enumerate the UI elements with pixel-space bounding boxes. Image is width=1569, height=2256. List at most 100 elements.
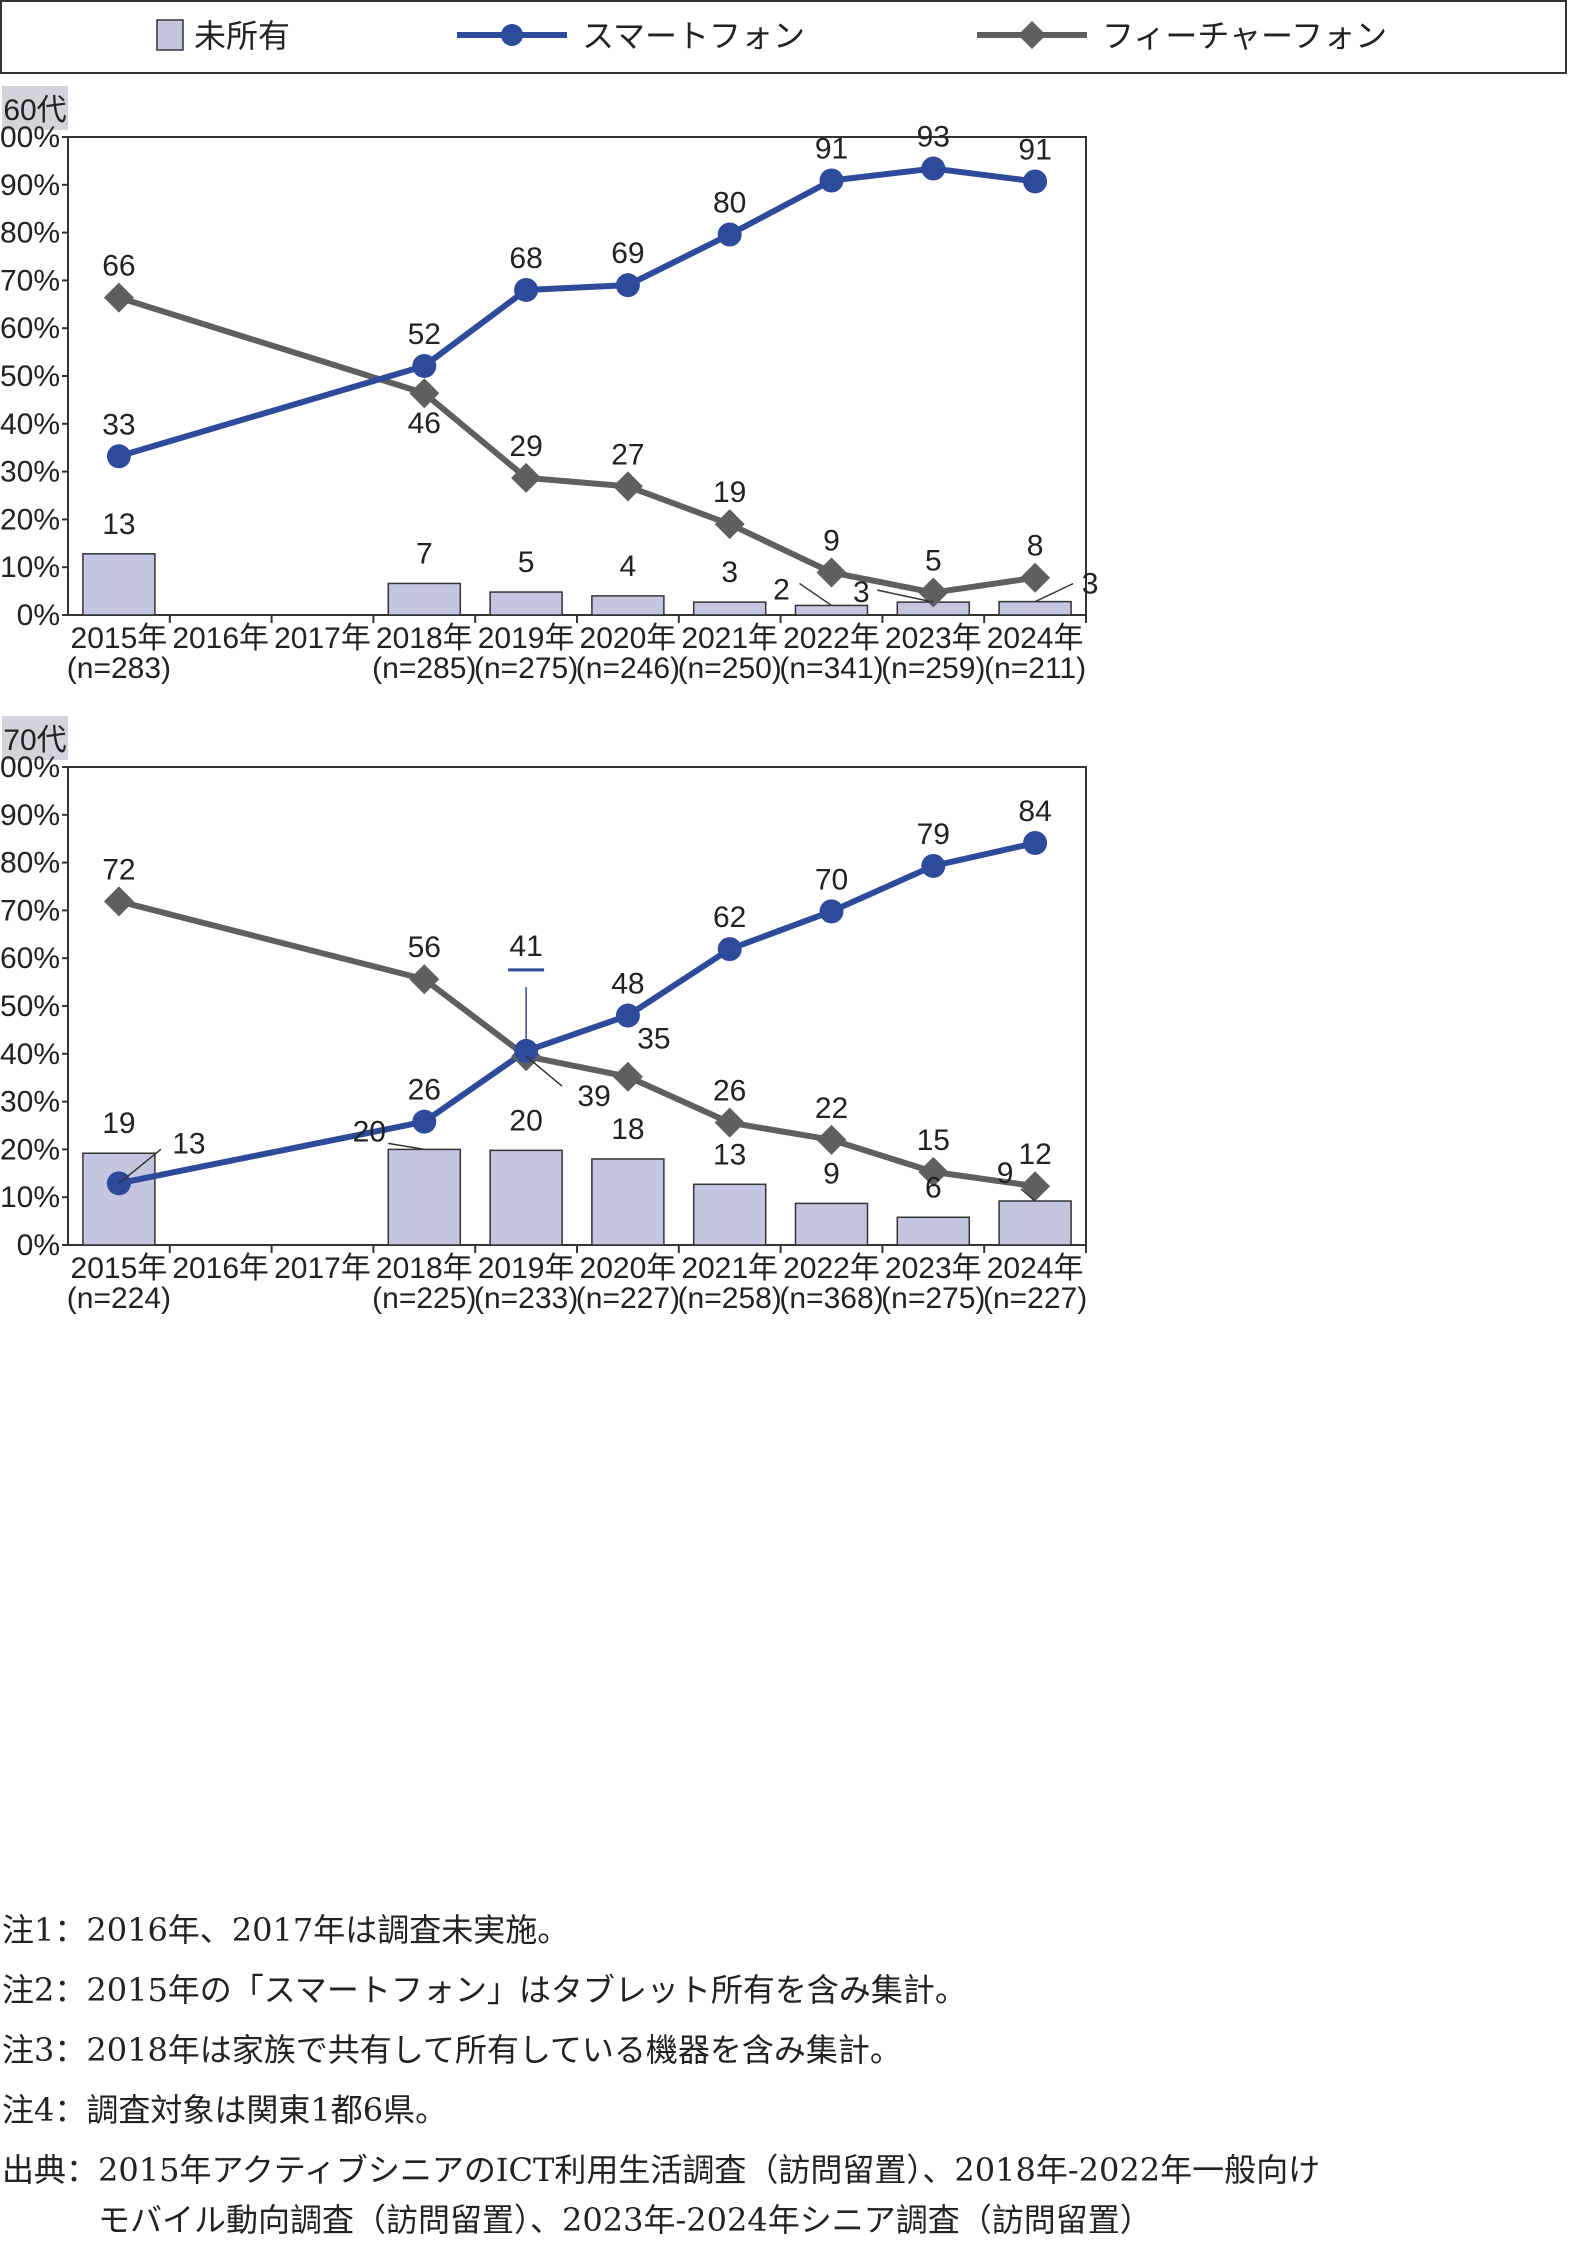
smartphone-value-label: 69 bbox=[611, 237, 644, 270]
bar-nonowner bbox=[998, 600, 1072, 616]
bar-value-label: 3 bbox=[1082, 568, 1099, 601]
featurephone-point bbox=[103, 282, 134, 313]
featurephone-point bbox=[409, 964, 440, 995]
bar-value-label: 7 bbox=[416, 537, 433, 570]
x-tick-label: 2023年 bbox=[885, 622, 982, 655]
smartphone-point bbox=[717, 937, 742, 962]
bar-value-label: 9 bbox=[997, 1157, 1014, 1190]
featurephone-value-label: 19 bbox=[713, 476, 746, 509]
legend-label-featurephone: フィーチャーフォン bbox=[1102, 18, 1387, 54]
smartphone-point bbox=[1023, 169, 1048, 194]
featurephone-value-label: 66 bbox=[102, 250, 135, 283]
x-tick-label: 2024年 bbox=[987, 1252, 1084, 1285]
featurephone-value-label: 26 bbox=[713, 1075, 746, 1108]
x-tick-label: 2020年 bbox=[580, 1252, 677, 1285]
y-tick-label: 20% bbox=[0, 1133, 60, 1166]
smartphone-value-label: 62 bbox=[713, 901, 746, 934]
label-leader-line bbox=[1020, 1188, 1036, 1202]
featurephone-point bbox=[816, 557, 847, 588]
bar-value-label: 4 bbox=[620, 550, 637, 583]
bar-value-label: 6 bbox=[925, 1171, 942, 1204]
x-tick-label: 2016年 bbox=[172, 622, 269, 655]
y-tick-label: 10% bbox=[0, 1181, 60, 1214]
label-leader-line bbox=[118, 1148, 162, 1184]
label-leader-line bbox=[799, 582, 832, 607]
featurephone-value-label: 27 bbox=[611, 438, 644, 471]
featurephone-point bbox=[612, 1061, 643, 1092]
x-sample-size-label: (n=283) bbox=[67, 652, 171, 685]
smartphone-value-label: 91 bbox=[815, 132, 848, 165]
panel-title: 70代 bbox=[3, 724, 66, 757]
y-tick-label: 10% bbox=[0, 551, 60, 584]
legend-label-nonowner: 未所有 bbox=[194, 18, 290, 54]
bar-value-label: 19 bbox=[102, 1107, 135, 1140]
smartphone-point bbox=[1023, 831, 1048, 856]
x-tick-label: 2018年 bbox=[376, 622, 473, 655]
panel-title-tab bbox=[2, 716, 68, 760]
bar-nonowner bbox=[82, 1152, 156, 1246]
featurephone-value-label: 72 bbox=[102, 853, 135, 886]
featurephone-point bbox=[612, 471, 643, 502]
featurephone-value-label: 29 bbox=[509, 430, 542, 463]
panel-title-tab bbox=[2, 86, 68, 130]
label-leader-line bbox=[877, 589, 934, 603]
featurephone-value-label: 46 bbox=[408, 407, 441, 440]
y-tick-label: 40% bbox=[0, 408, 60, 441]
y-tick-label: 0% bbox=[17, 1229, 60, 1262]
featurephone-value-label: 8 bbox=[1027, 530, 1044, 563]
featurephone-value-label: 39 bbox=[577, 1080, 610, 1113]
bar-nonowner bbox=[591, 595, 665, 616]
source-line-1: 出典：2015年アクティブシニアのICT利用生活調査（訪問留置）、2018年-2… bbox=[2, 2151, 1321, 2189]
smartphone-value-label: 48 bbox=[611, 968, 644, 1001]
x-sample-size-label: (n=250) bbox=[678, 652, 782, 685]
smartphone-value-label: 79 bbox=[917, 818, 950, 851]
bar-value-label: 13 bbox=[102, 508, 135, 541]
smartphone-point bbox=[412, 353, 437, 378]
x-sample-size-label: (n=227) bbox=[983, 1282, 1087, 1315]
smartphone-point bbox=[921, 853, 946, 878]
bar-nonowner bbox=[692, 601, 767, 616]
smartphone-value-label: 26 bbox=[408, 1074, 441, 1107]
smartphone-value-label: 33 bbox=[102, 408, 135, 441]
featurephone-value-label: 15 bbox=[917, 1124, 950, 1157]
bar-value-label: 13 bbox=[713, 1138, 746, 1171]
label-leader-line bbox=[525, 1055, 563, 1087]
smartphone-point bbox=[615, 273, 640, 298]
smartphone-point bbox=[819, 168, 844, 193]
y-tick-label: 100% bbox=[0, 751, 60, 784]
x-tick-label: 2017年 bbox=[274, 1252, 371, 1285]
label-leader-line bbox=[388, 1142, 425, 1151]
bar-value-label: 5 bbox=[518, 546, 535, 579]
x-tick-label: 2015年 bbox=[71, 1252, 168, 1285]
legend-frame bbox=[0, 0, 1567, 74]
smartphone-point bbox=[717, 222, 742, 247]
x-sample-size-label: (n=224) bbox=[67, 1282, 171, 1315]
y-tick-label: 70% bbox=[0, 894, 60, 927]
x-tick-label: 2019年 bbox=[478, 622, 575, 655]
bar-nonowner bbox=[82, 553, 156, 616]
x-tick-label: 2017年 bbox=[274, 622, 371, 655]
featurephone-point bbox=[511, 462, 542, 493]
featurephone-point bbox=[816, 1124, 847, 1155]
x-tick-label: 2022年 bbox=[783, 1252, 880, 1285]
bar-value-label: 9 bbox=[823, 1157, 840, 1190]
smartphone-value-label: 52 bbox=[408, 318, 441, 351]
y-tick-label: 80% bbox=[0, 217, 60, 250]
legend-circle-icon bbox=[501, 24, 523, 46]
x-sample-size-label: (n=233) bbox=[474, 1282, 578, 1315]
featurephone-point bbox=[714, 509, 745, 540]
y-tick-label: 60% bbox=[0, 312, 60, 345]
y-tick-label: 50% bbox=[0, 990, 60, 1023]
legend-diamond-icon bbox=[1018, 21, 1046, 49]
chart-figure: 未所有 スマートフォン フィーチャーフォン60代0%10%20%30%40%50%6… bbox=[0, 0, 1567, 1315]
x-tick-label: 2015年 bbox=[71, 622, 168, 655]
smartphone-point bbox=[106, 444, 131, 469]
smartphone-value-label: 84 bbox=[1018, 795, 1051, 828]
note-3: 注3：2018年は家族で共有して所有している機器を含み集計。 bbox=[2, 2031, 902, 2069]
featurephone-value-label: 9 bbox=[823, 524, 840, 557]
y-tick-label: 30% bbox=[0, 1086, 60, 1119]
x-sample-size-label: (n=225) bbox=[372, 1282, 476, 1315]
note-2: 注2：2015年の「スマートフォン」はタブレット所有を含み集計。 bbox=[2, 1971, 967, 2009]
x-sample-size-label: (n=227) bbox=[576, 1282, 680, 1315]
bar-nonowner bbox=[794, 1202, 869, 1246]
